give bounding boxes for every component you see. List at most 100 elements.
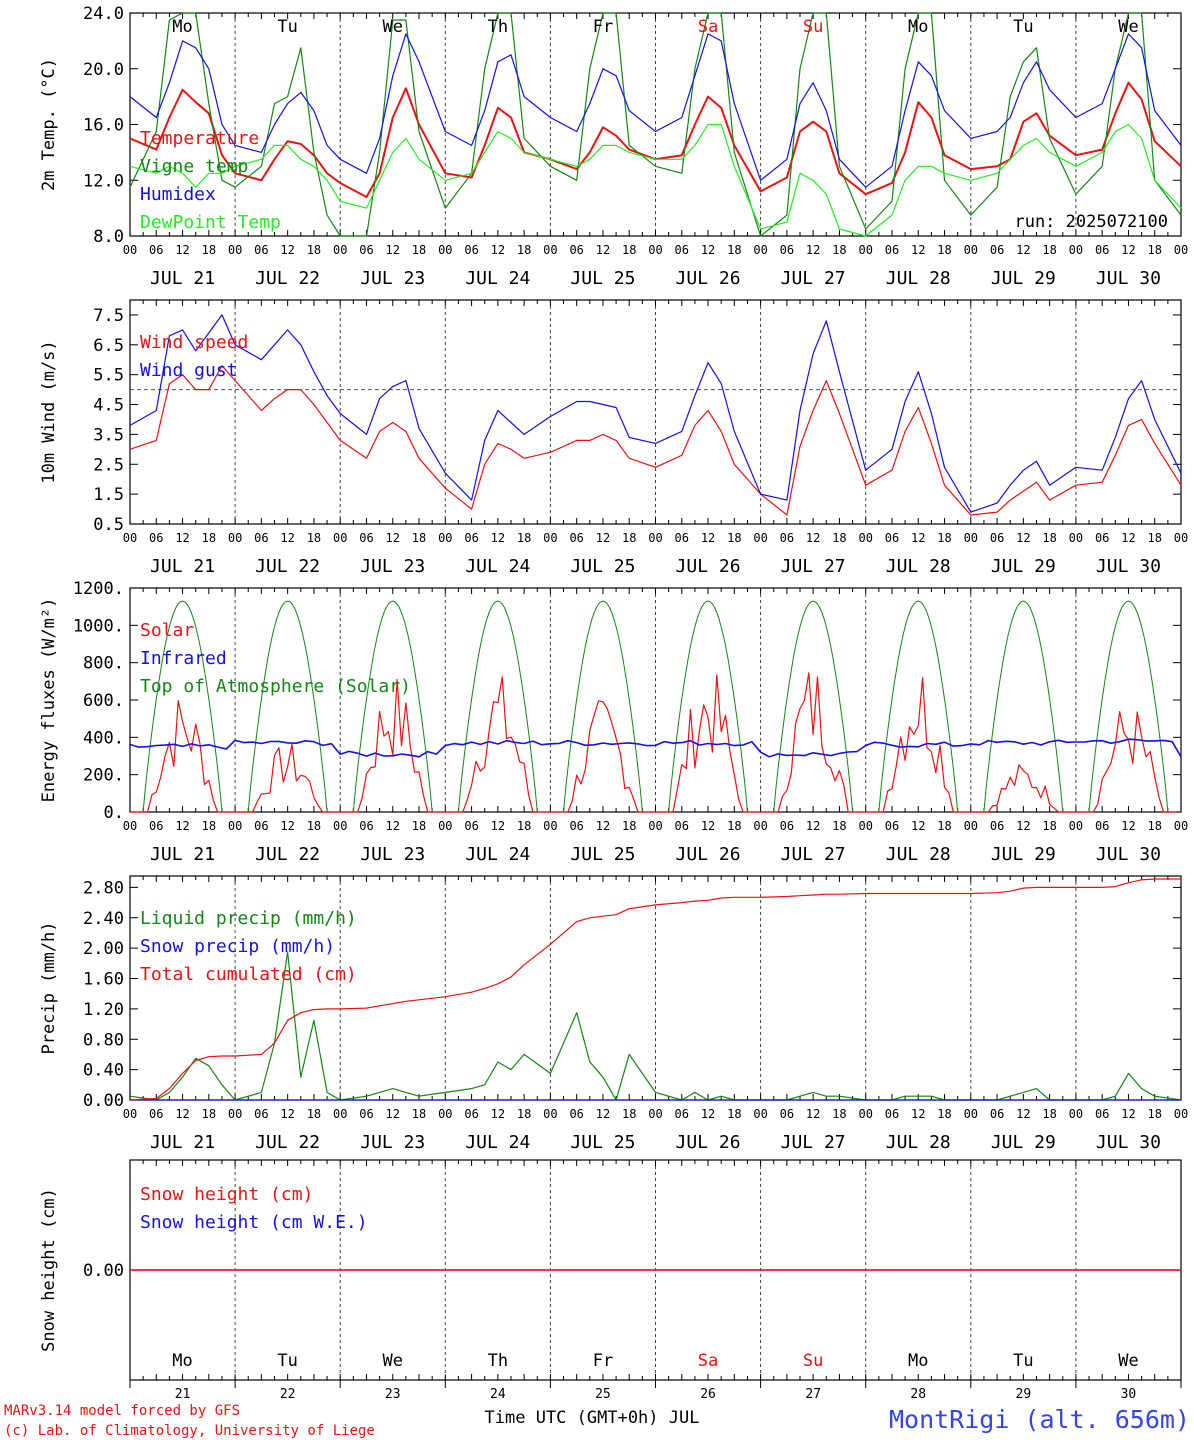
y-tick-label: 200. [83,766,124,786]
hour-label: 12 [1016,1107,1030,1121]
hour-label: 18 [1147,1107,1161,1121]
hour-label: 06 [359,243,373,257]
hour-label: 12 [491,1107,505,1121]
hour-label: 18 [1147,243,1161,257]
weekday-label: We [1118,1351,1138,1371]
hour-label: 18 [937,819,951,833]
hour-label: 00 [123,243,137,257]
weekday-label: We [383,17,403,37]
hour-label: 18 [307,531,321,545]
hour-label: 06 [359,819,373,833]
hour-label: 00 [228,819,242,833]
hour-label: 12 [1016,819,1030,833]
day-number-label: 29 [1016,1387,1032,1402]
legend-entry: Snow precip (mm/h) [140,936,335,957]
series-line-vigne-temp [129,12,1182,237]
hour-label: 00 [964,531,978,545]
hour-label: 06 [675,819,689,833]
y-tick-label: 4.5 [93,396,124,416]
date-label: JUL 26 [676,844,741,865]
hour-label: 12 [911,819,925,833]
date-label: JUL 22 [255,268,320,289]
date-label: JUL 29 [991,268,1056,289]
day-number-label: 30 [1121,1387,1137,1402]
hour-label: 00 [858,531,872,545]
date-label: JUL 25 [570,844,635,865]
hour-label: 00 [123,1107,137,1121]
hour-label: 06 [885,531,899,545]
series-line-temperature [129,81,1182,198]
y-tick-label: 0.00 [83,1261,124,1281]
y-tick-label: 0. [104,803,124,823]
date-label: JUL 27 [781,556,846,577]
date-label: JUL 29 [991,1132,1056,1153]
legend-entry: DewPoint Temp [140,212,281,233]
toa-curve [1088,600,1169,813]
hour-label: 06 [149,531,163,545]
hour-label: 18 [202,819,216,833]
day-number-label: 28 [910,1387,926,1402]
date-label: JUL 30 [1096,844,1161,865]
y-tick-label: 5.5 [93,366,124,386]
toa-curve [773,600,854,813]
y-tick-label: 1.60 [83,970,124,990]
weekday-label: Tu [1013,17,1033,37]
hour-label: 12 [911,1107,925,1121]
hour-label: 00 [438,819,452,833]
y-axis-label: Snow height (cm) [39,1188,59,1352]
toa-curve [878,600,959,813]
hour-label: 18 [307,1107,321,1121]
y-tick-label: 1000. [73,616,124,636]
hour-label: 18 [412,243,426,257]
y-axis-label: 10m Wind (m/s) [39,340,59,483]
hour-label: 00 [333,1107,347,1121]
panel-precip: 0.00 0.40 0.80 1.20 1.60 2.00 2.40 2.80 Precip (… [39,875,1188,1153]
hour-label: 06 [464,1107,478,1121]
y-tick-label: 2.00 [83,939,124,959]
weekday-label: We [383,1351,403,1371]
hour-label: 00 [1174,531,1188,545]
hour-label: 18 [202,531,216,545]
hour-label: 12 [386,819,400,833]
hour-label: 06 [780,531,794,545]
weekday-label: Th [488,17,508,37]
hour-label: 00 [543,819,557,833]
date-label: JUL 28 [886,556,951,577]
hour-label: 18 [1042,1107,1056,1121]
y-tick-label: 7.5 [93,306,124,326]
hour-label: 00 [648,819,662,833]
hour-label: 00 [438,1107,452,1121]
y-axis-label: Precip (mm/h) [39,921,59,1054]
weekday-label: Sa [698,1351,718,1371]
hour-label: 18 [622,819,636,833]
date-label: JUL 21 [150,268,215,289]
weekday-label: Fr [593,17,613,37]
hour-label: 18 [832,819,846,833]
series-line-humidex [129,33,1182,188]
hour-label: 18 [727,819,741,833]
hour-label: 00 [333,819,347,833]
date-label: JUL 24 [465,556,530,577]
y-tick-label: 2.40 [83,909,124,929]
y-tick-label: 0.00 [83,1091,124,1111]
weekday-label: Tu [277,17,297,37]
weekday-label: Tu [1013,1351,1033,1371]
hour-label: 18 [622,243,636,257]
hour-label: 18 [307,243,321,257]
hour-label: 12 [806,531,820,545]
series-line-dewpoint-temp [129,123,1182,237]
hour-label: 12 [386,531,400,545]
hour-label: 12 [175,243,189,257]
hour-label: 12 [1121,243,1135,257]
hour-label: 06 [464,531,478,545]
legend-entry: Vigne temp [140,156,248,177]
hour-label: 00 [543,531,557,545]
hour-label: 12 [701,531,715,545]
hour-label: 00 [228,531,242,545]
hour-label: 12 [280,819,294,833]
hour-label: 12 [280,1107,294,1121]
hour-label: 00 [1174,819,1188,833]
hour-label: 12 [1121,531,1135,545]
hour-label: 00 [648,243,662,257]
